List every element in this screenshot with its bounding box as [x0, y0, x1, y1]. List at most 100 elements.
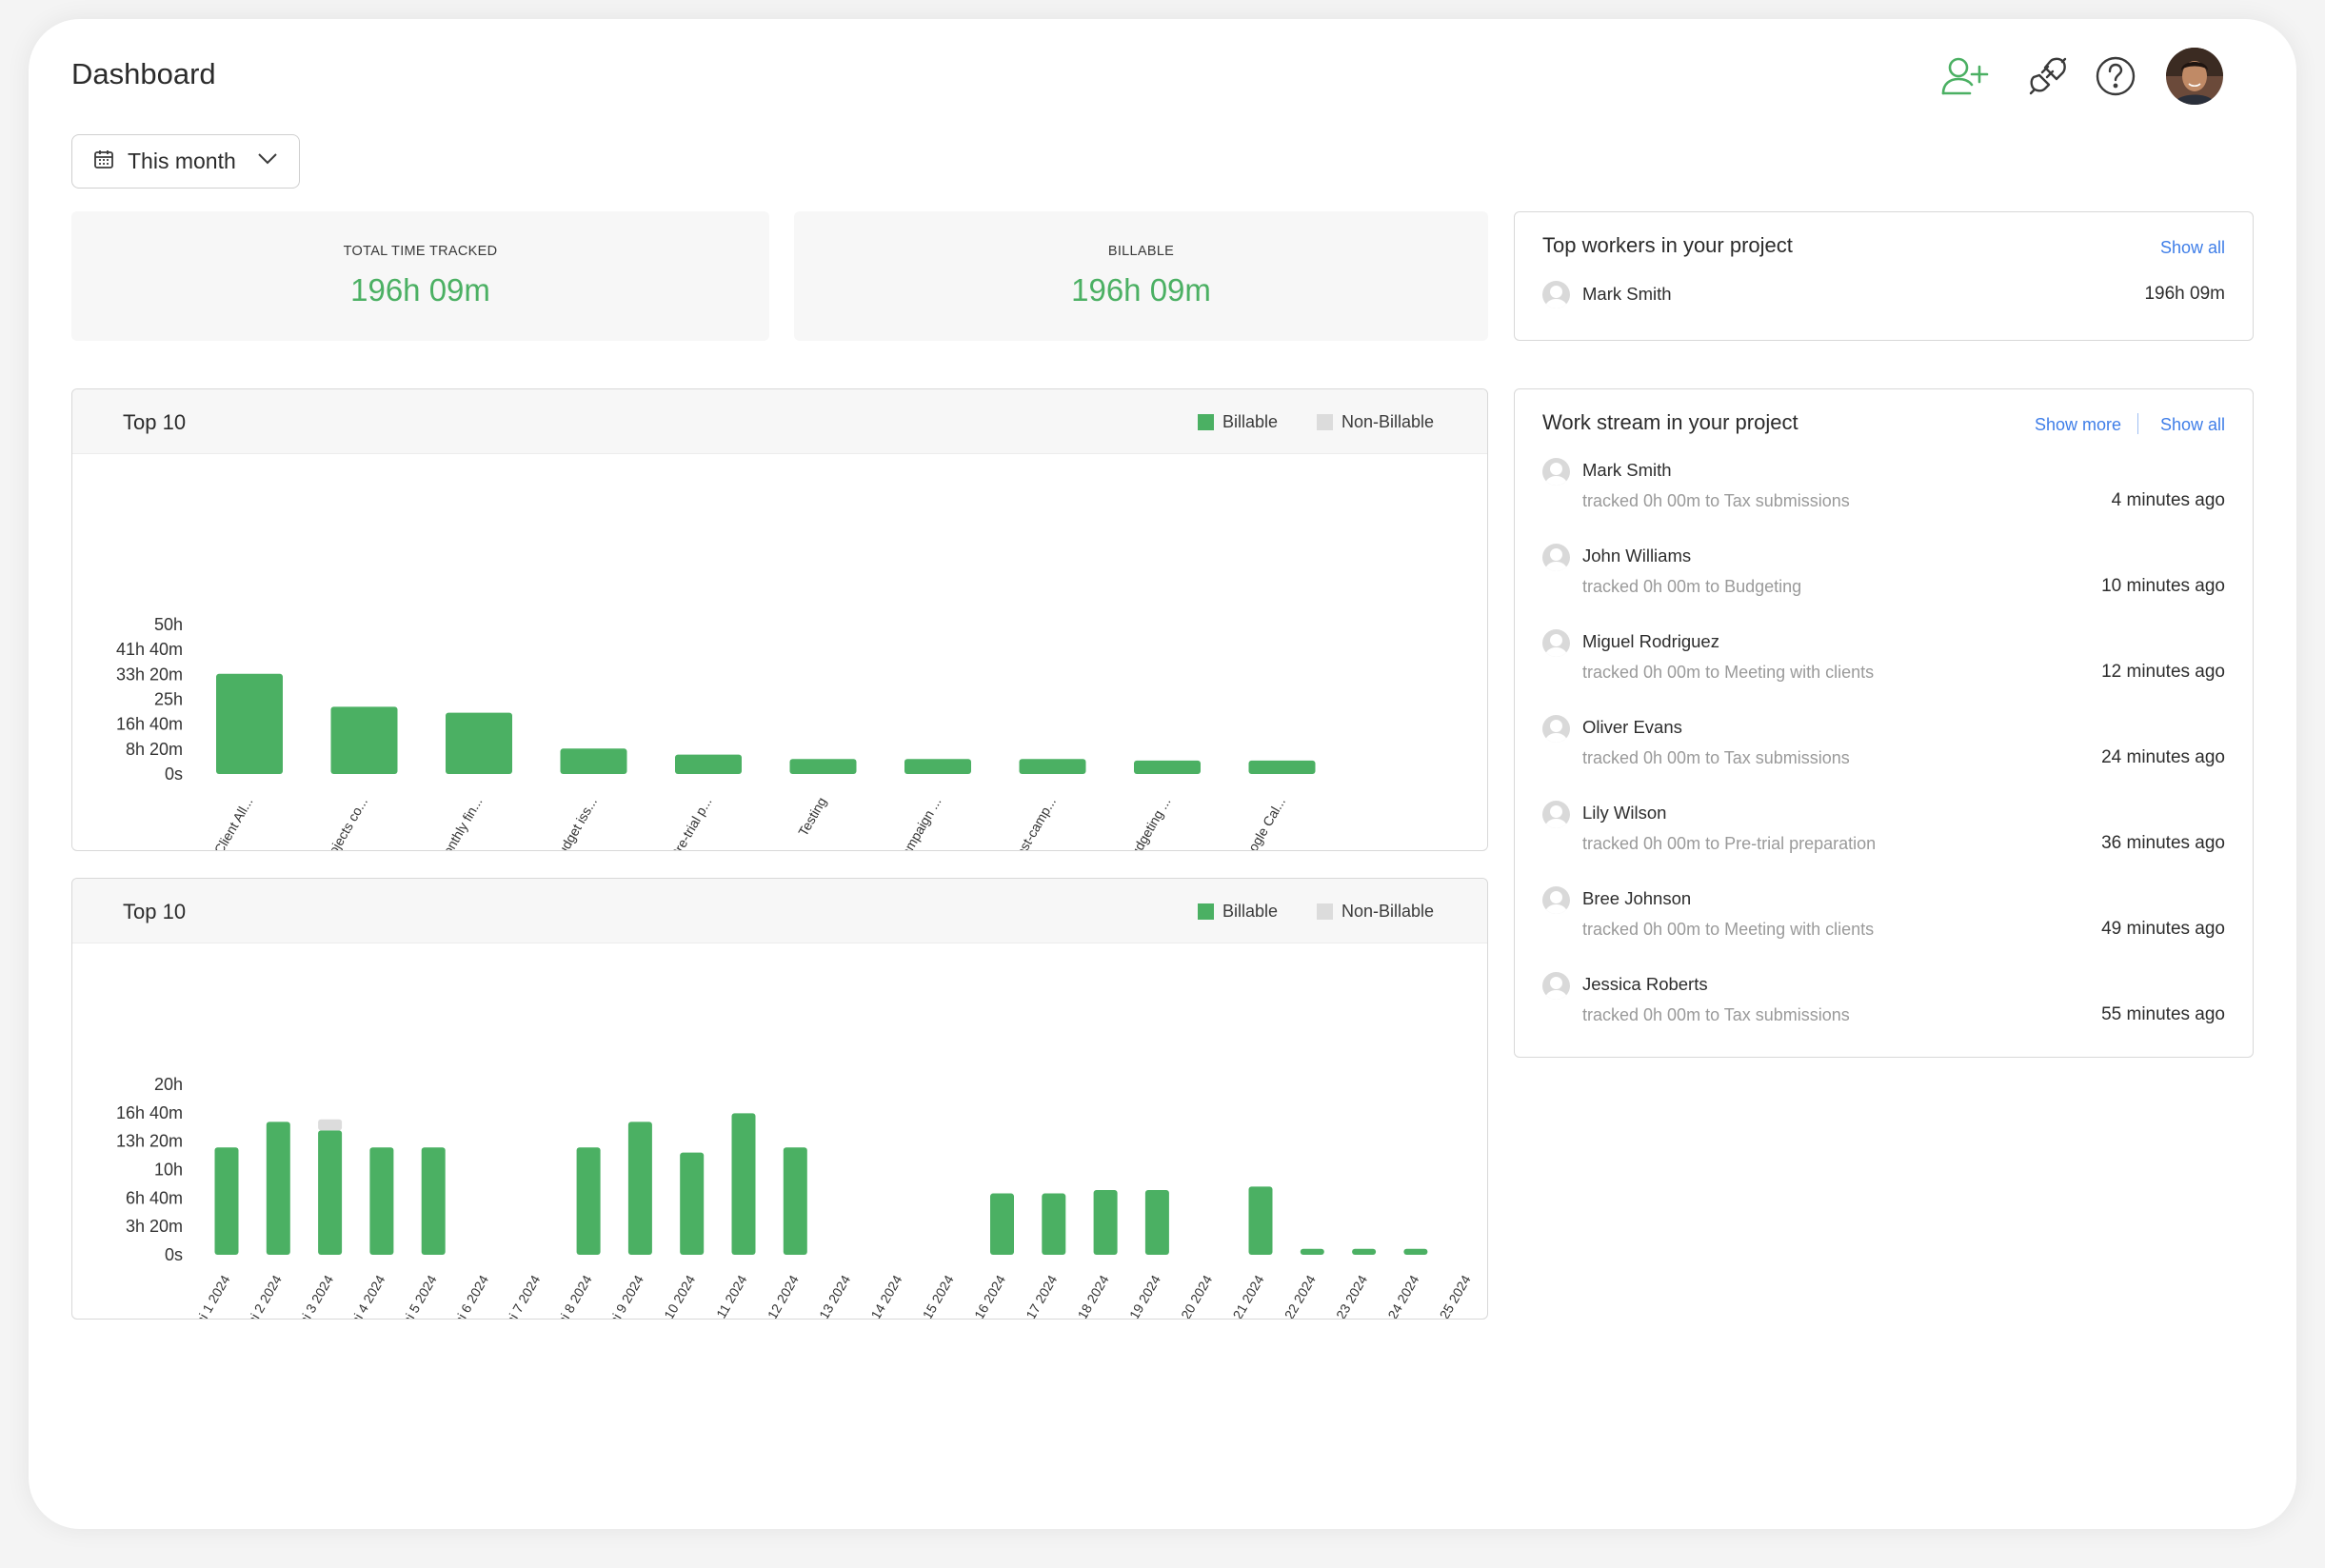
x-tick-label: Juni 12 2024 — [750, 1272, 802, 1319]
bar-billable — [675, 754, 742, 774]
bar-billable — [1134, 760, 1201, 774]
worker-time: 196h 09m — [2144, 284, 2225, 304]
work-stream-show-more-link[interactable]: Show more — [2034, 415, 2121, 434]
user-placeholder-icon — [1542, 972, 1570, 1000]
x-tick-label: Juni 7 2024 — [495, 1272, 543, 1319]
stream-activity: tracked 0h 00m to Meeting with clients — [1582, 920, 1875, 939]
bar-billable — [680, 1152, 705, 1255]
bar-billable — [1093, 1189, 1118, 1255]
x-tick-label: Juni 25 2024 — [1422, 1272, 1474, 1319]
stat-total-time: TOTAL TIME TRACKED 196h 09m — [71, 211, 769, 341]
bar-billable — [904, 759, 971, 774]
top10-days-chart-card: Top 10 Billable Non-Billable 20h 16h 40m 1… — [71, 878, 1488, 1320]
x-tick-label: Juni 8 2024 — [547, 1272, 595, 1319]
y-tick-label: 33h 20m — [116, 665, 183, 684]
y-tick-label: 16h 40m — [116, 715, 183, 734]
stat-value: 196h 09m — [1071, 272, 1211, 308]
x-tick-label: Juni 2 2024 — [237, 1272, 285, 1319]
plug-icon[interactable] — [2019, 48, 2077, 105]
x-tick-label: Juni 16 2024 — [957, 1272, 1008, 1319]
legend-swatch-non-billable — [1317, 903, 1333, 920]
user-placeholder-icon — [1542, 886, 1570, 914]
x-tick-label: Juni 19 2024 — [1112, 1272, 1163, 1319]
stream-activity: tracked 0h 00m to Tax submissions — [1582, 748, 1850, 767]
work-stream-title: Work stream in your project — [1542, 410, 1798, 434]
user-placeholder-icon — [1542, 801, 1570, 828]
bar-billable — [214, 1147, 239, 1255]
x-tick-label: Juni 18 2024 — [1061, 1272, 1112, 1319]
x-tick-label: Juni 14 2024 — [854, 1272, 905, 1319]
bar-billable — [627, 1121, 652, 1255]
x-tick-label: Budgeting ... — [1123, 795, 1173, 851]
x-tick-label: Google Cal... — [1236, 795, 1288, 851]
x-tick-label: Juni 20 2024 — [1163, 1272, 1215, 1319]
stream-user-name: Mark Smith — [1582, 460, 1672, 480]
stream-user-name: John Williams — [1582, 546, 1692, 566]
stream-user-name: Lily Wilson — [1582, 803, 1667, 823]
bar-billable — [1019, 759, 1086, 774]
bar-billable — [1042, 1193, 1066, 1255]
stream-time-ago: 4 minutes ago — [2111, 490, 2225, 510]
date-range-label: This month — [128, 149, 236, 173]
y-tick-label: 3h 20m — [126, 1217, 183, 1236]
legend-swatch-billable — [1198, 414, 1214, 430]
y-tick-label: 13h 20m — [116, 1132, 183, 1151]
stream-activity: tracked 0h 00m to Tax submissions — [1582, 491, 1850, 510]
stream-activity: tracked 0h 00m to Budgeting — [1582, 577, 1802, 596]
work-stream-show-all-link[interactable]: Show all — [2159, 415, 2225, 434]
stream-activity: tracked 0h 00m to Tax submissions — [1582, 1005, 1850, 1024]
stream-time-ago: 49 minutes ago — [2101, 919, 2225, 939]
chart-header: Top 10 Billable Non-Billable — [72, 879, 1487, 943]
chart-title: Top 10 — [123, 900, 187, 923]
date-range-select[interactable]: This month — [71, 134, 300, 189]
bar-billable — [330, 706, 398, 774]
y-tick-label: 6h 40m — [126, 1188, 183, 1207]
worker-name: Mark Smith — [1582, 284, 1672, 304]
stream-user-name: Miguel Rodriguez — [1582, 631, 1719, 651]
x-tick-label: Juni 11 2024 — [699, 1272, 750, 1319]
user-placeholder-icon — [1542, 544, 1570, 571]
x-tick-label: Client All... — [211, 795, 256, 851]
x-tick-label: Juni 24 2024 — [1371, 1272, 1422, 1319]
x-tick-label: Budget iss... — [550, 795, 600, 851]
y-tick-label: 41h 40m — [116, 640, 183, 659]
bar-billable — [1248, 760, 1316, 774]
x-tick-label: Testing — [795, 795, 829, 839]
link-divider — [2137, 413, 2138, 434]
top-workers-show-all-link[interactable]: Show all — [2159, 238, 2225, 257]
bar-billable — [446, 712, 512, 774]
stream-user-name: Oliver Evans — [1582, 717, 1682, 737]
chart-header: Top 10 Billable Non-Billable — [72, 389, 1487, 454]
y-tick-label: 0s — [165, 1245, 183, 1264]
bar-billable — [576, 1147, 601, 1255]
stream-user-name: Jessica Roberts — [1582, 974, 1708, 994]
y-tick-label: 0s — [165, 764, 183, 784]
legend-swatch-billable — [1198, 903, 1214, 920]
legend-swatch-non-billable — [1317, 414, 1333, 430]
stat-label: BILLABLE — [1107, 244, 1175, 259]
bar-billable — [1300, 1248, 1324, 1255]
bar-billable — [560, 748, 627, 774]
add-user-icon[interactable] — [1936, 48, 1993, 105]
x-tick-label: Juni 5 2024 — [392, 1272, 440, 1319]
bar-billable — [990, 1193, 1014, 1255]
work-stream-card: Work stream in your project Show more Sh… — [1514, 388, 2254, 1058]
stream-time-ago: 24 minutes ago — [2101, 747, 2225, 767]
y-tick-label: 8h 20m — [126, 740, 183, 759]
y-tick-label: 10h — [154, 1161, 183, 1180]
stat-billable: BILLABLE 196h 09m — [794, 211, 1488, 341]
bar-billable — [1248, 1186, 1273, 1255]
x-tick-label: Juni 21 2024 — [1216, 1272, 1267, 1319]
bar-billable — [789, 759, 857, 774]
chevron-down-icon — [257, 152, 278, 170]
bar-non-billable — [318, 1119, 343, 1131]
stream-time-ago: 36 minutes ago — [2101, 833, 2225, 853]
legend-label-billable: Billable — [1222, 412, 1279, 431]
avatar[interactable] — [2166, 48, 2223, 105]
chart-title: Top 10 — [123, 410, 187, 434]
y-tick-label: 16h 40m — [116, 1103, 183, 1122]
x-tick-label: Juni 6 2024 — [444, 1272, 491, 1319]
x-tick-label: Projects co... — [319, 795, 370, 851]
help-icon[interactable] — [2087, 48, 2144, 105]
